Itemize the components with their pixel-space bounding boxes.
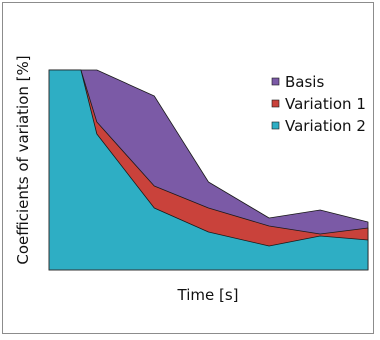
legend-label-variation-1: Variation 1 [285, 95, 366, 113]
legend: Basis Variation 1 Variation 2 [271, 73, 366, 135]
x-axis-label: Time [s] [177, 286, 239, 304]
area-variation-2 [48, 69, 369, 271]
axes-group [48, 70, 368, 271]
legend-swatch-variation-1 [271, 99, 280, 108]
legend-label-basis: Basis [285, 73, 324, 91]
legend-swatch-basis [271, 77, 280, 86]
legend-label-variation-2: Variation 2 [285, 117, 366, 135]
y-axis-label: Coefficients of variation [%] [14, 55, 32, 264]
legend-swatch-variation-2 [271, 121, 280, 130]
area-series-group [48, 69, 369, 271]
